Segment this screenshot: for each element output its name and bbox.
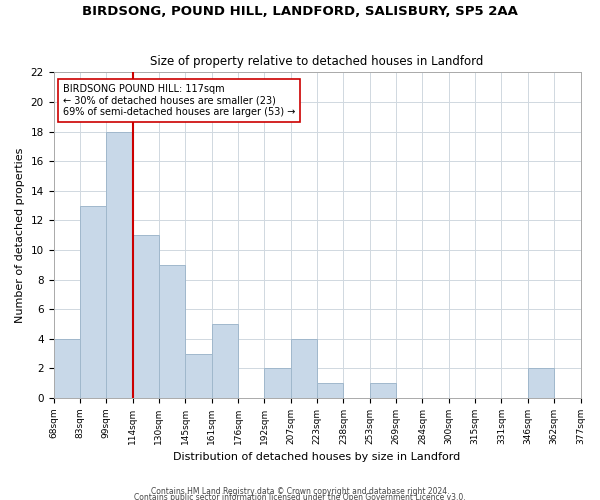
Bar [80,206,106,398]
Bar [212,324,238,398]
Bar [53,339,80,398]
Text: BIRDSONG, POUND HILL, LANDFORD, SALISBURY, SP5 2AA: BIRDSONG, POUND HILL, LANDFORD, SALISBUR… [82,5,518,18]
Bar [528,368,554,398]
Text: Contains HM Land Registry data © Crown copyright and database right 2024.: Contains HM Land Registry data © Crown c… [151,486,449,496]
Bar [106,132,133,398]
Title: Size of property relative to detached houses in Landford: Size of property relative to detached ho… [151,56,484,68]
Bar [133,236,159,398]
X-axis label: Distribution of detached houses by size in Landford: Distribution of detached houses by size … [173,452,461,462]
Bar [370,384,396,398]
Y-axis label: Number of detached properties: Number of detached properties [15,148,25,323]
Bar [317,384,343,398]
Bar [265,368,290,398]
Bar [159,265,185,398]
Text: BIRDSONG POUND HILL: 117sqm
← 30% of detached houses are smaller (23)
69% of sem: BIRDSONG POUND HILL: 117sqm ← 30% of det… [63,84,295,117]
Bar [185,354,212,398]
Text: Contains public sector information licensed under the Open Government Licence v3: Contains public sector information licen… [134,492,466,500]
Bar [290,339,317,398]
